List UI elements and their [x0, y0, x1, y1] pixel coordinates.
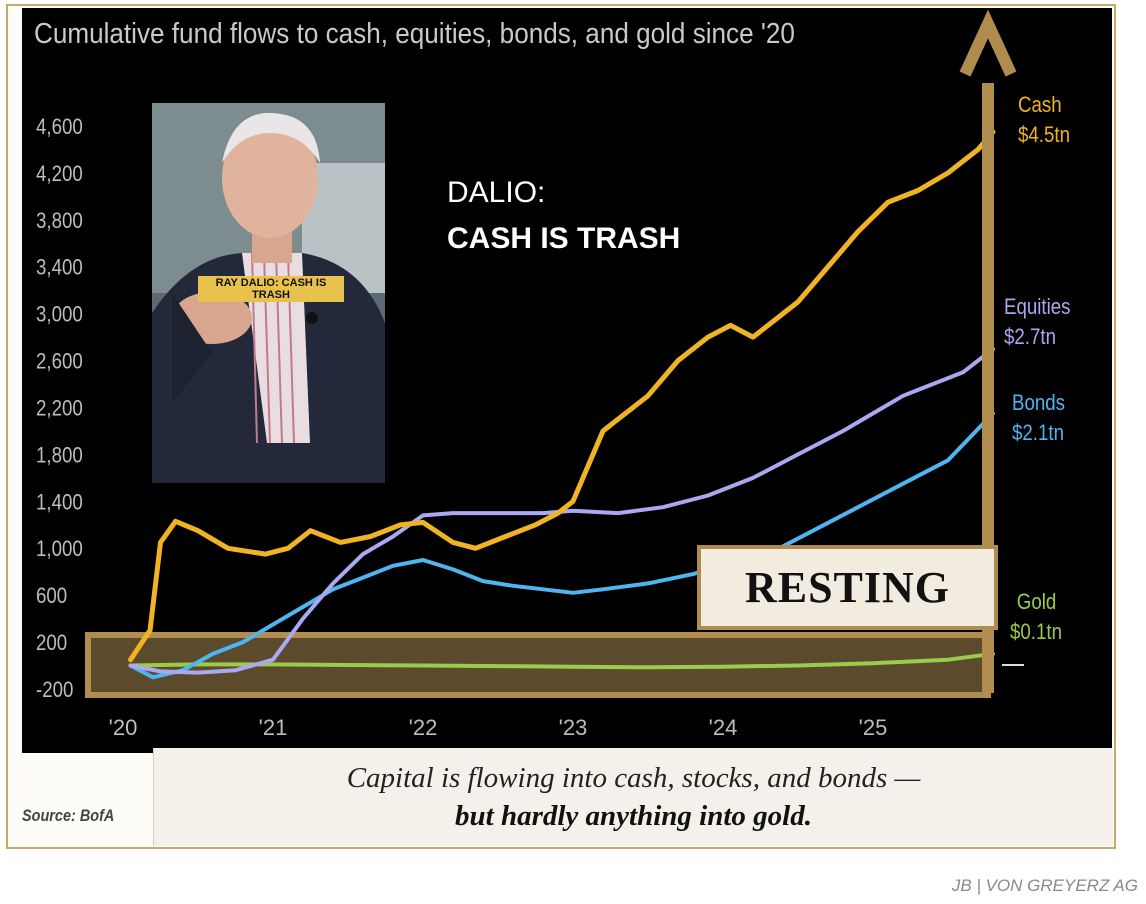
- y-tick-label: 2,600: [36, 350, 83, 374]
- label-equities: Equities $2.7tn: [1004, 292, 1071, 352]
- y-tick-label: 3,000: [36, 303, 83, 327]
- y-tick-label: 200: [36, 632, 67, 656]
- y-tick-label: 1,000: [36, 538, 83, 562]
- series-line-gold: [128, 651, 995, 670]
- credit-label: JB | VON GREYERZ AG: [951, 876, 1138, 895]
- label-cash-value: $4.5tn: [1018, 122, 1070, 147]
- x-tick-label: '25: [859, 715, 888, 740]
- y-tick-label: -200: [36, 679, 73, 703]
- label-gold: Gold $0.1tn: [1010, 587, 1062, 647]
- label-equities-name: Equities: [1004, 294, 1071, 319]
- x-tick-label: '24: [709, 715, 738, 740]
- resting-box: RESTING: [697, 545, 998, 630]
- caption-line-2: but hardly anything into gold.: [455, 800, 812, 832]
- label-equities-value: $2.7tn: [1004, 324, 1056, 349]
- label-gold-value: $0.1tn: [1010, 619, 1062, 644]
- caption-line-1: Capital is flowing into cash, stocks, an…: [346, 762, 921, 794]
- y-tick-label: 600: [36, 585, 67, 609]
- headline-line-2: CASH IS TRASH: [447, 222, 681, 255]
- y-tick-label: 4,200: [36, 163, 83, 187]
- x-tick-label: '20: [109, 715, 138, 740]
- photo-caption: RAY DALIO: CASH IS TRASH: [198, 276, 344, 302]
- y-tick-label: 1,400: [36, 491, 83, 515]
- label-bonds-name: Bonds: [1012, 390, 1066, 415]
- label-bonds: Bonds $2.1tn: [1012, 388, 1065, 448]
- label-gold-name: Gold: [1016, 589, 1057, 614]
- label-cash: Cash $4.5tn: [1018, 90, 1070, 150]
- label-cash-name: Cash: [1018, 92, 1062, 117]
- resting-label: RESTING: [744, 563, 951, 612]
- series-line-cash: [128, 129, 996, 663]
- y-tick-label: 4,600: [36, 116, 83, 140]
- caption-box: Capital is flowing into cash, stocks, an…: [153, 748, 1113, 846]
- y-tick-label: 2,200: [36, 397, 83, 421]
- x-tick-label: '21: [259, 715, 288, 740]
- y-tick-label: 3,800: [36, 210, 83, 234]
- series-line-bonds: [128, 411, 995, 680]
- x-tick-label: '23: [559, 715, 588, 740]
- y-tick-label: 1,800: [36, 444, 83, 468]
- series-line-equities: [128, 346, 995, 675]
- chart-title: Cumulative fund flows to cash, equities,…: [34, 18, 795, 50]
- headline-line-1: DALIO:: [447, 176, 546, 209]
- label-bonds-value: $2.1tn: [1012, 420, 1064, 445]
- y-tick-label: 3,400: [36, 256, 83, 280]
- source-label: Source: BofA: [22, 806, 115, 825]
- x-tick-label: '22: [409, 715, 438, 740]
